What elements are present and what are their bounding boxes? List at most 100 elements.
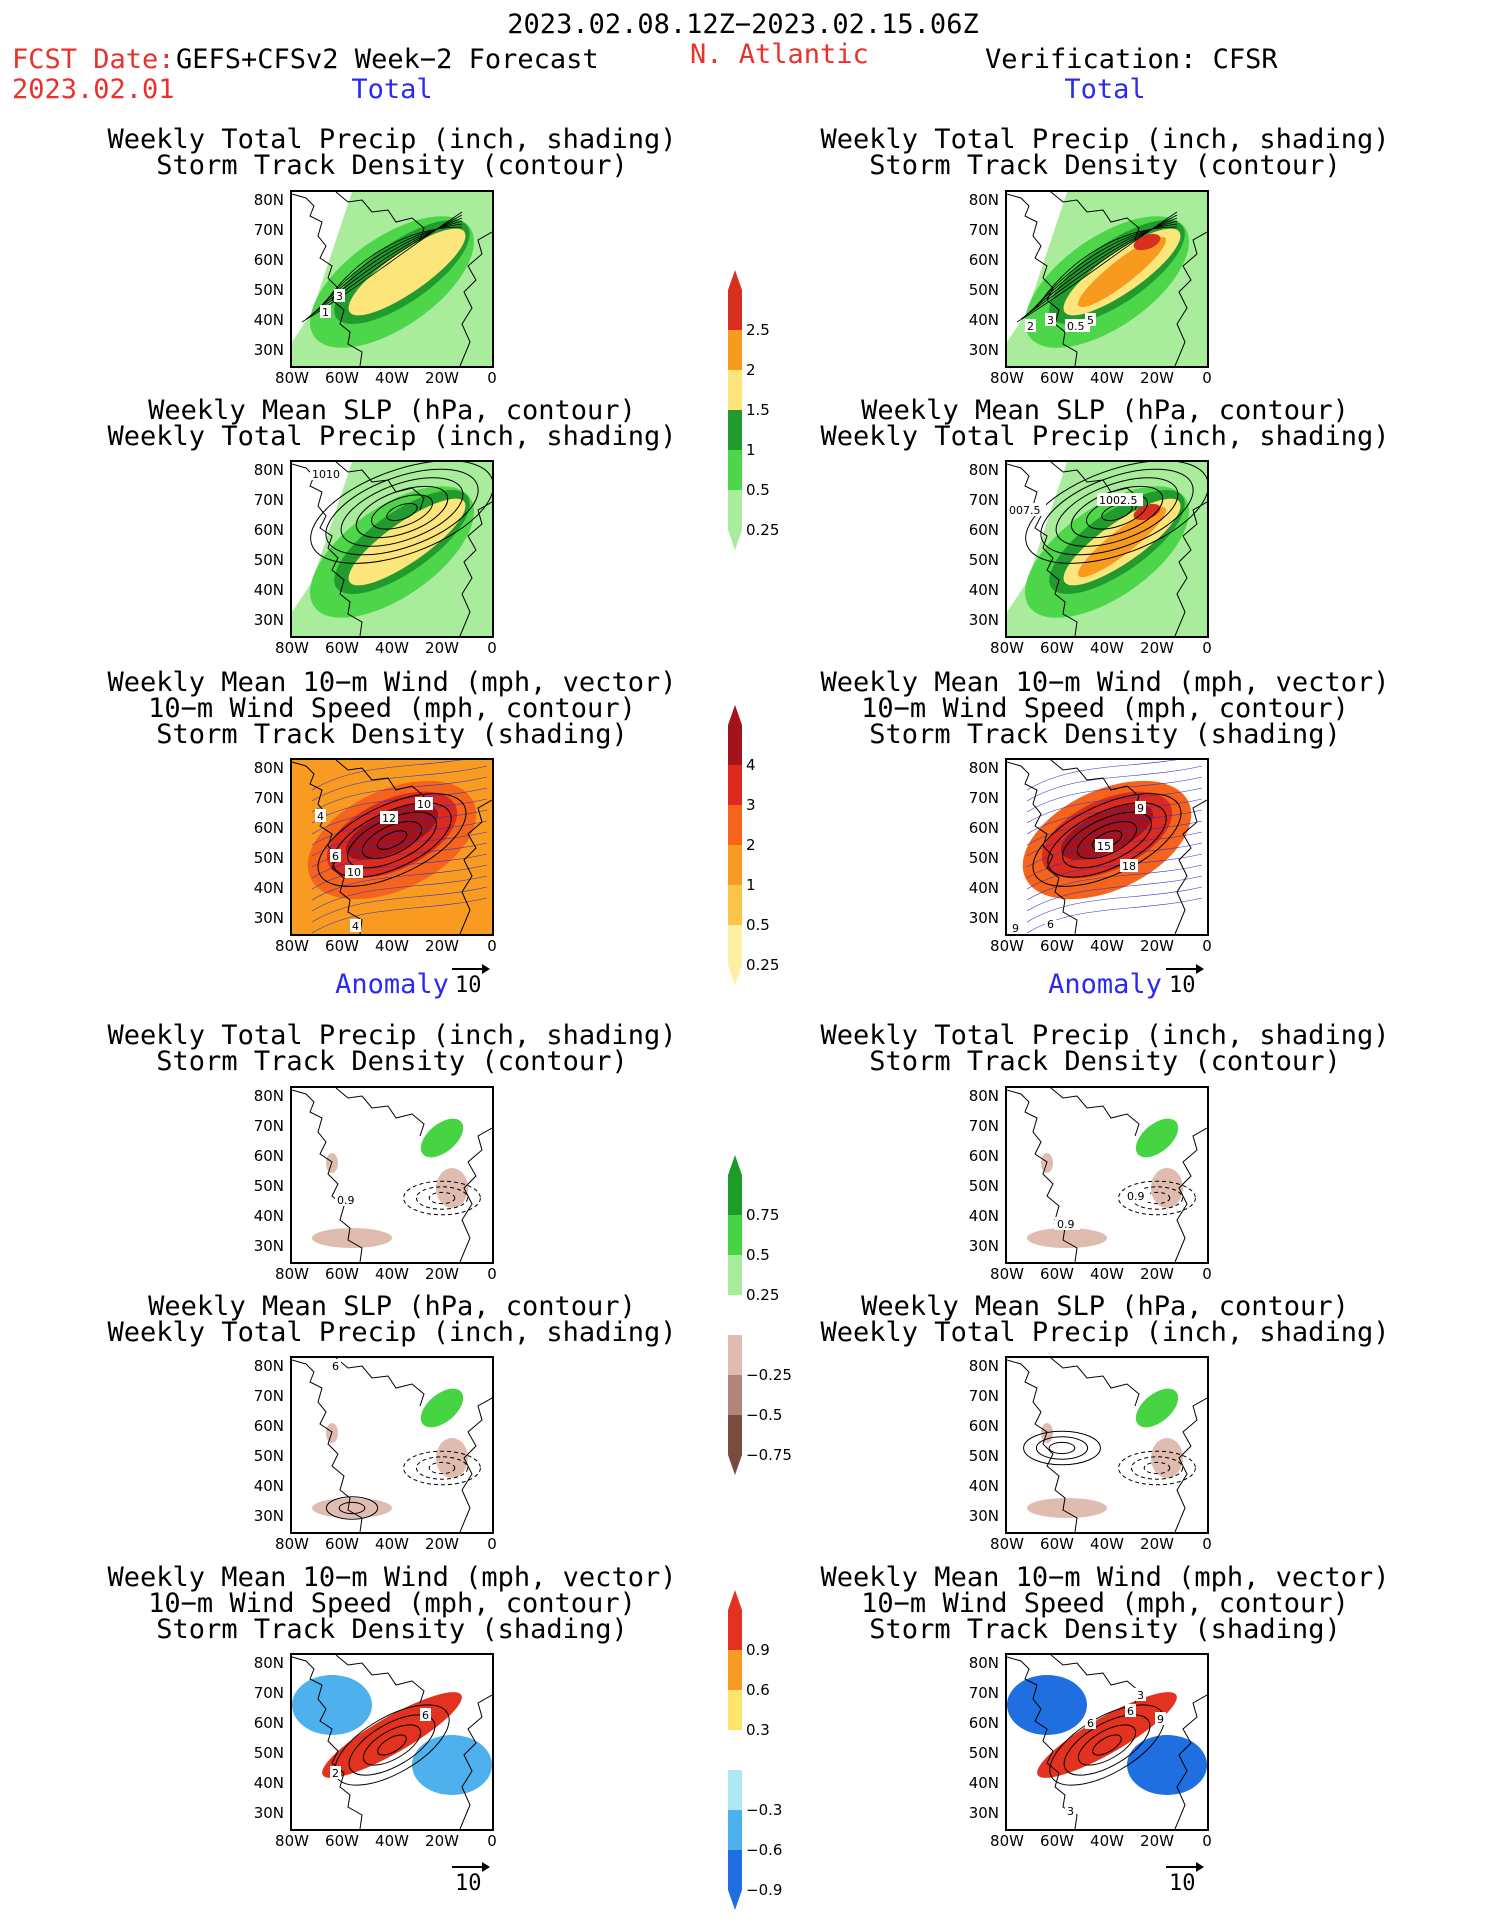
coastline-americas (292, 1089, 363, 1262)
wind-anomaly-contour (1077, 1724, 1137, 1766)
lon-tick-label: 80W (275, 639, 309, 657)
lon-tick-label: 20W (425, 639, 459, 657)
colorbar-segment (728, 725, 742, 765)
colorbar-tick-label: 0.3 (746, 1721, 770, 1739)
lat-tick-label: 50N (253, 1447, 284, 1465)
slp-contour (371, 494, 433, 530)
contour-label-box (1097, 493, 1143, 506)
lat-tick-label: 50N (968, 1744, 999, 1762)
contour-label-box (345, 865, 363, 878)
lat-tick-label: 70N (968, 1387, 999, 1405)
title-l1-a: Weekly Total Precip (inch, shading) (107, 124, 677, 155)
lat-tick-label: 30N (968, 909, 999, 927)
contour-label: 12 (382, 812, 396, 825)
colorbar-segment (728, 925, 742, 965)
lat-tick-label: 70N (253, 221, 284, 239)
coastline-americas (292, 1359, 363, 1532)
lat-tick-label: 80N (253, 1087, 284, 1105)
map-forecast-wind-track: 12 10 10 4 4 6 (290, 758, 494, 936)
contour-label-box (420, 1708, 431, 1721)
contour-label: 3 (1047, 314, 1054, 327)
contour-label: 0.9 (1057, 1218, 1075, 1231)
map-verify-slp-precip: 007.5 1002.5 (1005, 460, 1209, 638)
slp-anomaly-contour (325, 1496, 379, 1520)
colorbar-top-triangle (728, 1155, 742, 1175)
wind-speed-contour (376, 830, 408, 850)
negative-track-anomaly (412, 1735, 492, 1795)
colorbar-tick-label: 1 (746, 441, 756, 459)
lon-tick-label: 0 (487, 1265, 497, 1283)
contour-label: 007.5 (1009, 504, 1041, 517)
coastline-europe (1174, 501, 1207, 636)
lon-tick-label: 80W (990, 1832, 1024, 1850)
wind-vector-streak (1026, 886, 1203, 923)
lat-tick-label: 80N (253, 1654, 284, 1672)
lat-tick-label: 80N (968, 1357, 999, 1375)
contour-label-box (334, 289, 345, 302)
lat-tick-label: 60N (253, 1417, 284, 1435)
wind-vector-streak (311, 798, 488, 835)
title-l6-a: Weekly Mean 10−m Wind (mph, vector) (107, 1562, 677, 1593)
lon-tick-label: 80W (275, 1535, 309, 1553)
lat-tick-label: 30N (253, 1507, 284, 1525)
wet-anomaly (420, 1388, 464, 1428)
anomaly-contour-negative (415, 1186, 469, 1210)
colorbar-shape (728, 705, 742, 985)
vector-ref-arrow-icon (1166, 1862, 1204, 1872)
dry-land-area (1007, 192, 1067, 342)
lon-tick-label: 0 (1202, 1265, 1212, 1283)
lon-tick-label: 40W (375, 937, 409, 955)
contour-label-box (1155, 1712, 1166, 1725)
colorbar-tick-label: 0.5 (746, 1246, 770, 1264)
lat-tick-label: 50N (253, 849, 284, 867)
title-r3-c: Storm Track Density (shading) (869, 719, 1341, 750)
positive-track-anomaly (1037, 1692, 1177, 1778)
contour-label-box (320, 305, 331, 318)
lat-tick-label: 80N (968, 191, 999, 209)
title-r6-b: 10−m Wind Speed (mph, contour) (861, 1588, 1349, 1619)
wind-vector-streak (311, 787, 488, 824)
contour-label: 4 (317, 810, 324, 823)
contour-label: 5 (1087, 314, 1094, 327)
storm-track-contour (321, 226, 463, 308)
colorbar-segment (728, 410, 742, 450)
contour-label-box (310, 467, 342, 480)
title-r3-a: Weekly Mean 10−m Wind (mph, vector) (820, 667, 1390, 698)
lon-tick-label: 0 (487, 1832, 497, 1850)
wet-anomaly (1135, 1118, 1179, 1158)
colorbar-tick-label: 1.5 (746, 401, 770, 419)
wind-speed-contour (1076, 820, 1138, 860)
contour-label: 1010 (312, 468, 340, 481)
contour-label-box (1045, 917, 1056, 930)
contour-label: 2 (332, 1767, 339, 1780)
lon-tick-label: 20W (1140, 1535, 1174, 1553)
title-l5-b: Weekly Total Precip (inch, shading) (107, 1317, 677, 1348)
colorbar-segment (728, 845, 742, 885)
contour-label: 9 (1137, 802, 1144, 815)
title-r6-c: Storm Track Density (shading) (869, 1614, 1341, 1645)
lon-tick-label: 40W (375, 639, 409, 657)
vector-ref-label: 10 (455, 1871, 482, 1896)
lat-tick-label: 30N (253, 341, 284, 359)
lat-tick-label: 40N (968, 1774, 999, 1792)
contour-label: 6 (332, 1360, 339, 1373)
lat-tick-label: 40N (253, 581, 284, 599)
colorbar-bottom-triangle (728, 1890, 742, 1910)
lat-tick-label: 60N (253, 819, 284, 837)
lon-tick-label: 40W (1090, 1535, 1124, 1553)
wet-anomaly (420, 1118, 464, 1158)
lon-tick-label: 60W (1040, 639, 1074, 657)
wind-vector-streak (1026, 798, 1203, 835)
colorbar-segment (728, 1415, 742, 1455)
lat-tick-label: 40N (253, 311, 284, 329)
dry-land-area (292, 192, 352, 342)
precip-core (348, 228, 466, 316)
contour-label-box (330, 1766, 341, 1779)
coastline-americas (292, 193, 363, 366)
colorbar-shape (728, 1590, 742, 1910)
slp-anomaly-contour (338, 1501, 366, 1515)
colorbar-segment (728, 885, 742, 925)
lat-tick-label: 80N (253, 1357, 284, 1375)
colorbar-tick-label: −0.3 (746, 1801, 783, 1819)
